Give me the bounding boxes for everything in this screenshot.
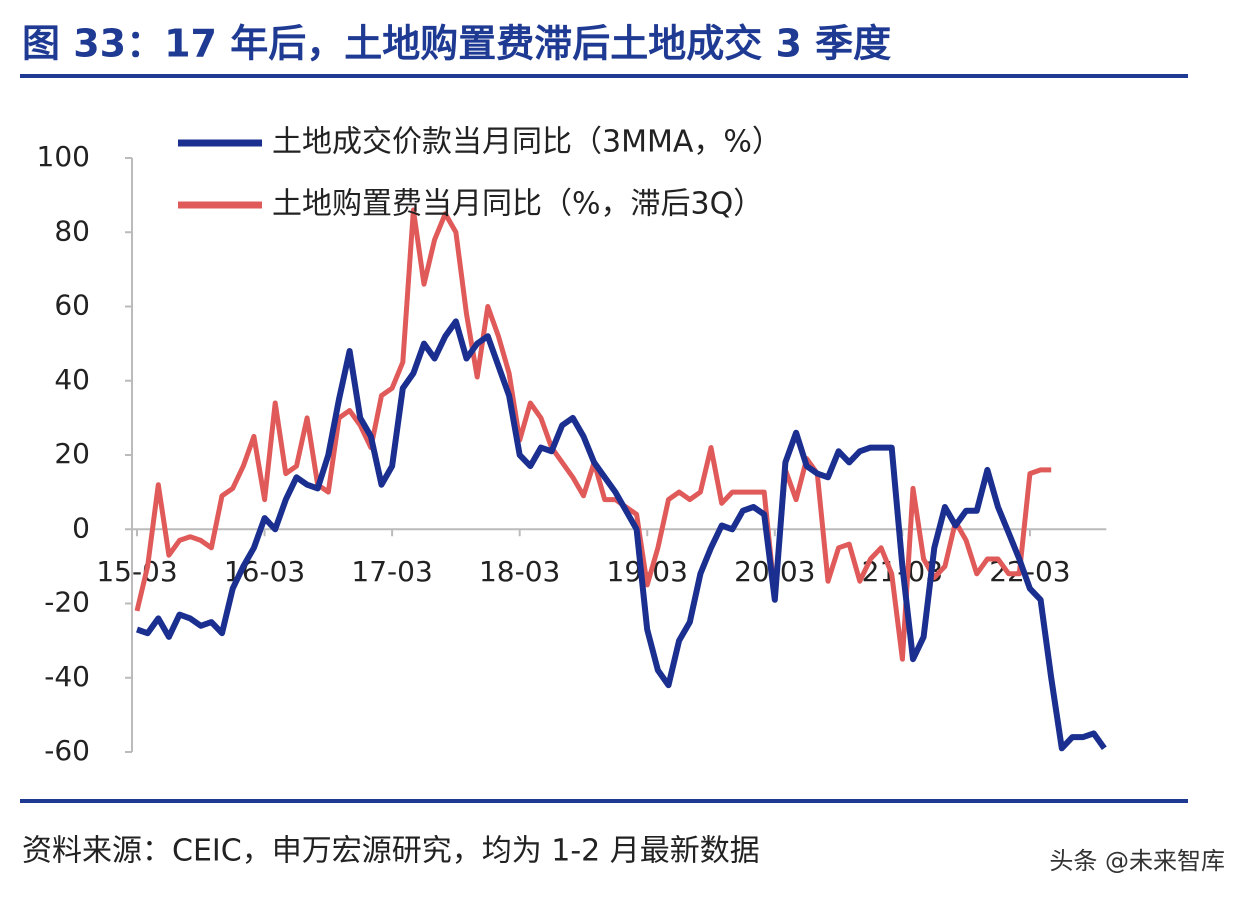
y-tick-label: 40: [54, 363, 90, 396]
x-tick-label: 15-03: [96, 555, 177, 588]
y-tick-label: 60: [54, 289, 90, 322]
footer-rule: [20, 799, 1188, 803]
y-tick-label: 100: [37, 140, 90, 173]
y-tick-label: 0: [72, 511, 90, 544]
legend-label: 土地购置费当月同比（%，滞后3Q）: [272, 187, 763, 222]
x-tick-label: 17-03: [351, 555, 432, 588]
source-note: 资料来源：CEIC，申万宏源研究，均为 1-2 月最新数据: [22, 834, 760, 869]
title-rule: [20, 74, 1188, 78]
series-line: [136, 318, 1107, 752]
chart-title: 图 33：17 年后，土地购置费滞后土地成交 3 季度: [22, 22, 891, 66]
y-tick-label: 20: [54, 437, 90, 470]
x-tick-label: 18-03: [479, 555, 560, 588]
legend-label: 土地成交价款当月同比（3MMA，%）: [272, 125, 782, 160]
y-tick-label: 80: [54, 214, 90, 247]
y-tick-label: -60: [44, 734, 90, 767]
watermark: 头条 @未来智库: [1049, 847, 1225, 875]
y-tick-label: -20: [44, 586, 90, 619]
y-tick-label: -40: [44, 660, 90, 693]
